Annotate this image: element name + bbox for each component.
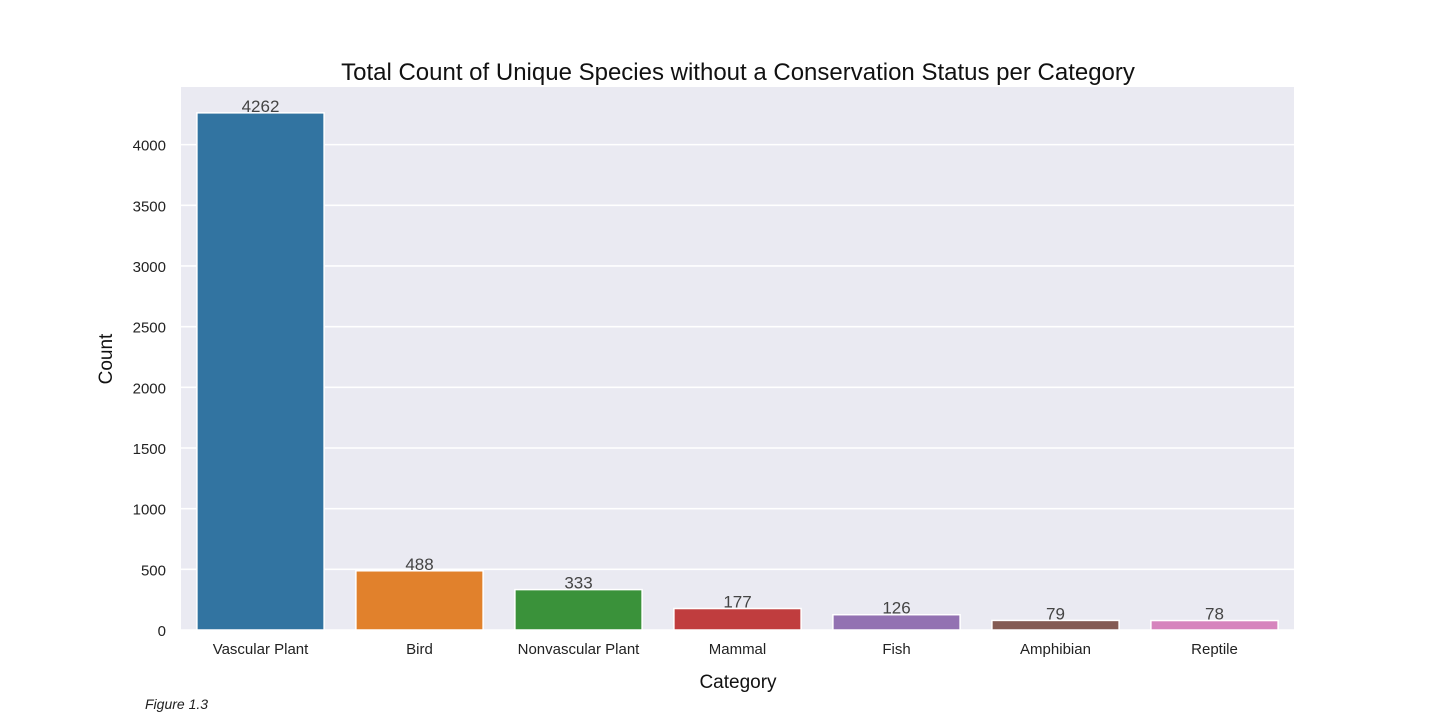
figure-caption: Figure 1.3 bbox=[145, 696, 209, 712]
bar bbox=[991, 619, 1120, 631]
bar-value-label: 78 bbox=[1205, 605, 1224, 624]
x-tick-label: Bird bbox=[406, 641, 433, 658]
bar bbox=[673, 607, 802, 631]
x-tick-label: Nonvascular Plant bbox=[518, 641, 641, 658]
bar bbox=[1150, 619, 1279, 631]
x-tick-label: Amphibian bbox=[1020, 641, 1091, 658]
y-tick-label: 0 bbox=[158, 623, 166, 640]
chart-title: Total Count of Unique Species without a … bbox=[341, 59, 1135, 86]
y-tick-label: 500 bbox=[141, 562, 166, 579]
x-axis-label: Category bbox=[699, 672, 777, 693]
gridlines bbox=[181, 143, 1294, 631]
plot-area bbox=[181, 87, 1294, 630]
y-tick-label: 4000 bbox=[133, 138, 166, 155]
bar-value-label: 4262 bbox=[242, 97, 280, 116]
bar-value-label: 177 bbox=[723, 593, 751, 612]
bar-value-label: 79 bbox=[1046, 604, 1065, 623]
y-tick-label: 3000 bbox=[133, 259, 166, 276]
bar-value-label: 488 bbox=[405, 555, 433, 574]
y-tick-label: 1500 bbox=[133, 441, 166, 458]
bar bbox=[832, 613, 961, 631]
bar-value-label: 333 bbox=[564, 574, 592, 593]
bar bbox=[196, 112, 325, 631]
bar bbox=[355, 570, 484, 631]
bars bbox=[196, 112, 1279, 631]
x-tick-label: Reptile bbox=[1191, 641, 1238, 658]
y-tick-label: 1000 bbox=[133, 502, 166, 519]
x-tick-labels: Vascular Plant Bird Nonvascular Plant Mamma… bbox=[213, 641, 1238, 658]
y-tick-label: 2000 bbox=[133, 380, 166, 397]
bar bbox=[514, 588, 643, 631]
y-axis-label: Count bbox=[96, 333, 117, 384]
y-tick-label: 2500 bbox=[133, 320, 166, 337]
bar-value-label: 126 bbox=[882, 599, 910, 618]
x-tick-label: Mammal bbox=[709, 641, 767, 658]
y-tick-label: 3500 bbox=[133, 198, 166, 215]
data-labels: 4262 488 333 177 126 79 78 bbox=[242, 97, 1224, 624]
x-tick-label: Fish bbox=[882, 641, 910, 658]
y-tick-labels: 0 500 1000 1500 2000 2500 3000 3500 4000 bbox=[133, 138, 166, 640]
x-tick-label: Vascular Plant bbox=[213, 641, 309, 658]
